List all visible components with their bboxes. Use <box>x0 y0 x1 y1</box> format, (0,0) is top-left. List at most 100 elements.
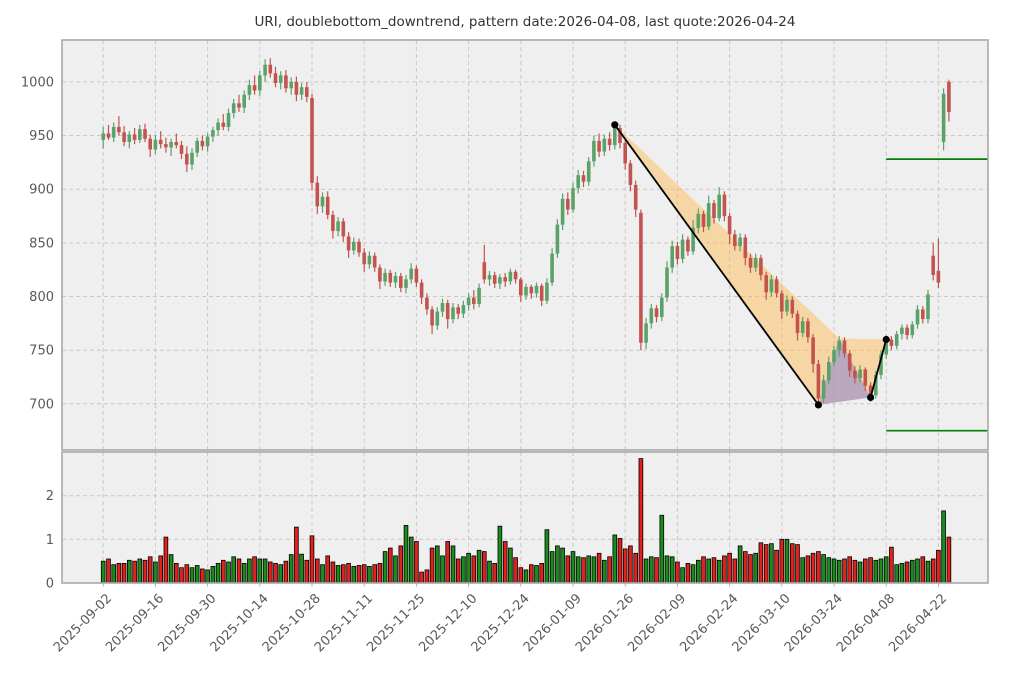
candle-body <box>858 369 862 379</box>
volume-bar <box>685 563 691 584</box>
volume-bar <box>581 557 586 584</box>
volume-bar <box>654 557 659 584</box>
candle-body <box>299 87 304 95</box>
volume-bar <box>868 557 873 584</box>
candle-body <box>367 255 372 265</box>
candle-body <box>915 309 920 325</box>
candle-body <box>508 271 513 282</box>
candle-body <box>466 297 471 306</box>
volume-bar <box>518 567 524 584</box>
candle-body <box>821 380 826 399</box>
volume-bar <box>179 567 184 584</box>
volume-bar <box>711 557 717 584</box>
candle-body <box>195 140 199 153</box>
candle-body <box>352 241 356 251</box>
candle-body <box>853 370 857 379</box>
candle-body <box>539 285 544 301</box>
volume-bar <box>200 568 205 584</box>
candle-body <box>519 279 523 296</box>
candle-body <box>404 279 408 288</box>
volume-bar <box>904 561 910 584</box>
volume-bar <box>910 559 915 584</box>
volume-bar <box>424 569 430 584</box>
volume-bar <box>696 559 701 584</box>
pattern-double-bottom-zone-blue <box>818 338 871 405</box>
candle-body <box>660 297 664 317</box>
volume-bar <box>377 563 383 584</box>
volume-bar <box>257 558 263 584</box>
volume-bar <box>299 553 304 584</box>
pattern-point-dot <box>611 121 619 129</box>
candle-body <box>247 85 252 95</box>
volume-bar <box>529 564 534 584</box>
candle-body <box>388 272 393 283</box>
candle-body <box>320 196 325 207</box>
candle-body <box>524 286 528 296</box>
candle-body <box>717 194 721 219</box>
candle-body <box>456 307 460 314</box>
volume-bar <box>330 561 336 584</box>
price-tick-label: 900 <box>29 183 54 198</box>
candle-body <box>941 93 946 142</box>
volume-bar <box>419 571 424 584</box>
candle-body <box>498 277 502 284</box>
volume-bar <box>283 560 289 584</box>
candle-body <box>665 267 669 298</box>
volume-bar <box>643 558 649 584</box>
candle-body <box>482 262 487 280</box>
candle-body <box>696 213 701 228</box>
volume-bar <box>502 541 508 584</box>
volume-bar <box>873 559 879 584</box>
volume-bar <box>842 558 847 584</box>
volume-bar <box>294 526 299 584</box>
volume-bar <box>857 561 863 584</box>
candle-body <box>503 277 507 282</box>
candle-body <box>555 224 560 254</box>
volume-bar <box>915 558 920 584</box>
volume-bar <box>106 558 111 584</box>
pattern-point-dot <box>867 393 875 401</box>
volume-bar <box>565 555 571 584</box>
volume-bar <box>706 558 711 584</box>
volume-bar <box>273 563 278 584</box>
volume-bar <box>189 567 195 584</box>
candle-body <box>691 227 695 252</box>
candle-body <box>399 276 403 288</box>
volume-bar <box>810 552 816 584</box>
price-tick-label: 950 <box>29 129 54 144</box>
volume-bar <box>241 563 247 584</box>
volume-bar <box>863 558 868 584</box>
volume-bar <box>946 536 952 584</box>
candle-body <box>560 198 565 225</box>
candle-body <box>597 140 601 152</box>
volume-bar <box>231 556 237 584</box>
candle-body <box>122 132 126 142</box>
candle-body <box>310 98 314 183</box>
candle-body <box>127 134 132 142</box>
candle-body <box>759 257 763 276</box>
candle-body <box>644 323 648 343</box>
candle-body <box>362 252 366 265</box>
volume-bar <box>649 556 654 584</box>
volume-bar <box>586 555 591 584</box>
candle-body <box>921 309 925 320</box>
volume-bar <box>121 563 127 584</box>
volume-bar <box>544 529 550 584</box>
candle-body <box>628 163 633 185</box>
volume-bar <box>847 556 852 584</box>
candle-body <box>727 216 732 235</box>
volume-bar <box>461 556 466 584</box>
candle-body <box>753 257 758 268</box>
candle-body <box>325 196 330 215</box>
candle-body <box>435 311 440 326</box>
volume-bar <box>168 554 174 584</box>
volume-bar <box>560 547 565 584</box>
candle-body <box>409 268 413 280</box>
volume-bar <box>790 543 795 584</box>
volume-bar <box>346 563 351 584</box>
candle-body <box>764 275 768 293</box>
volume-bar <box>732 558 738 584</box>
pattern-trend-line <box>614 124 820 406</box>
volume-bar <box>633 552 638 584</box>
